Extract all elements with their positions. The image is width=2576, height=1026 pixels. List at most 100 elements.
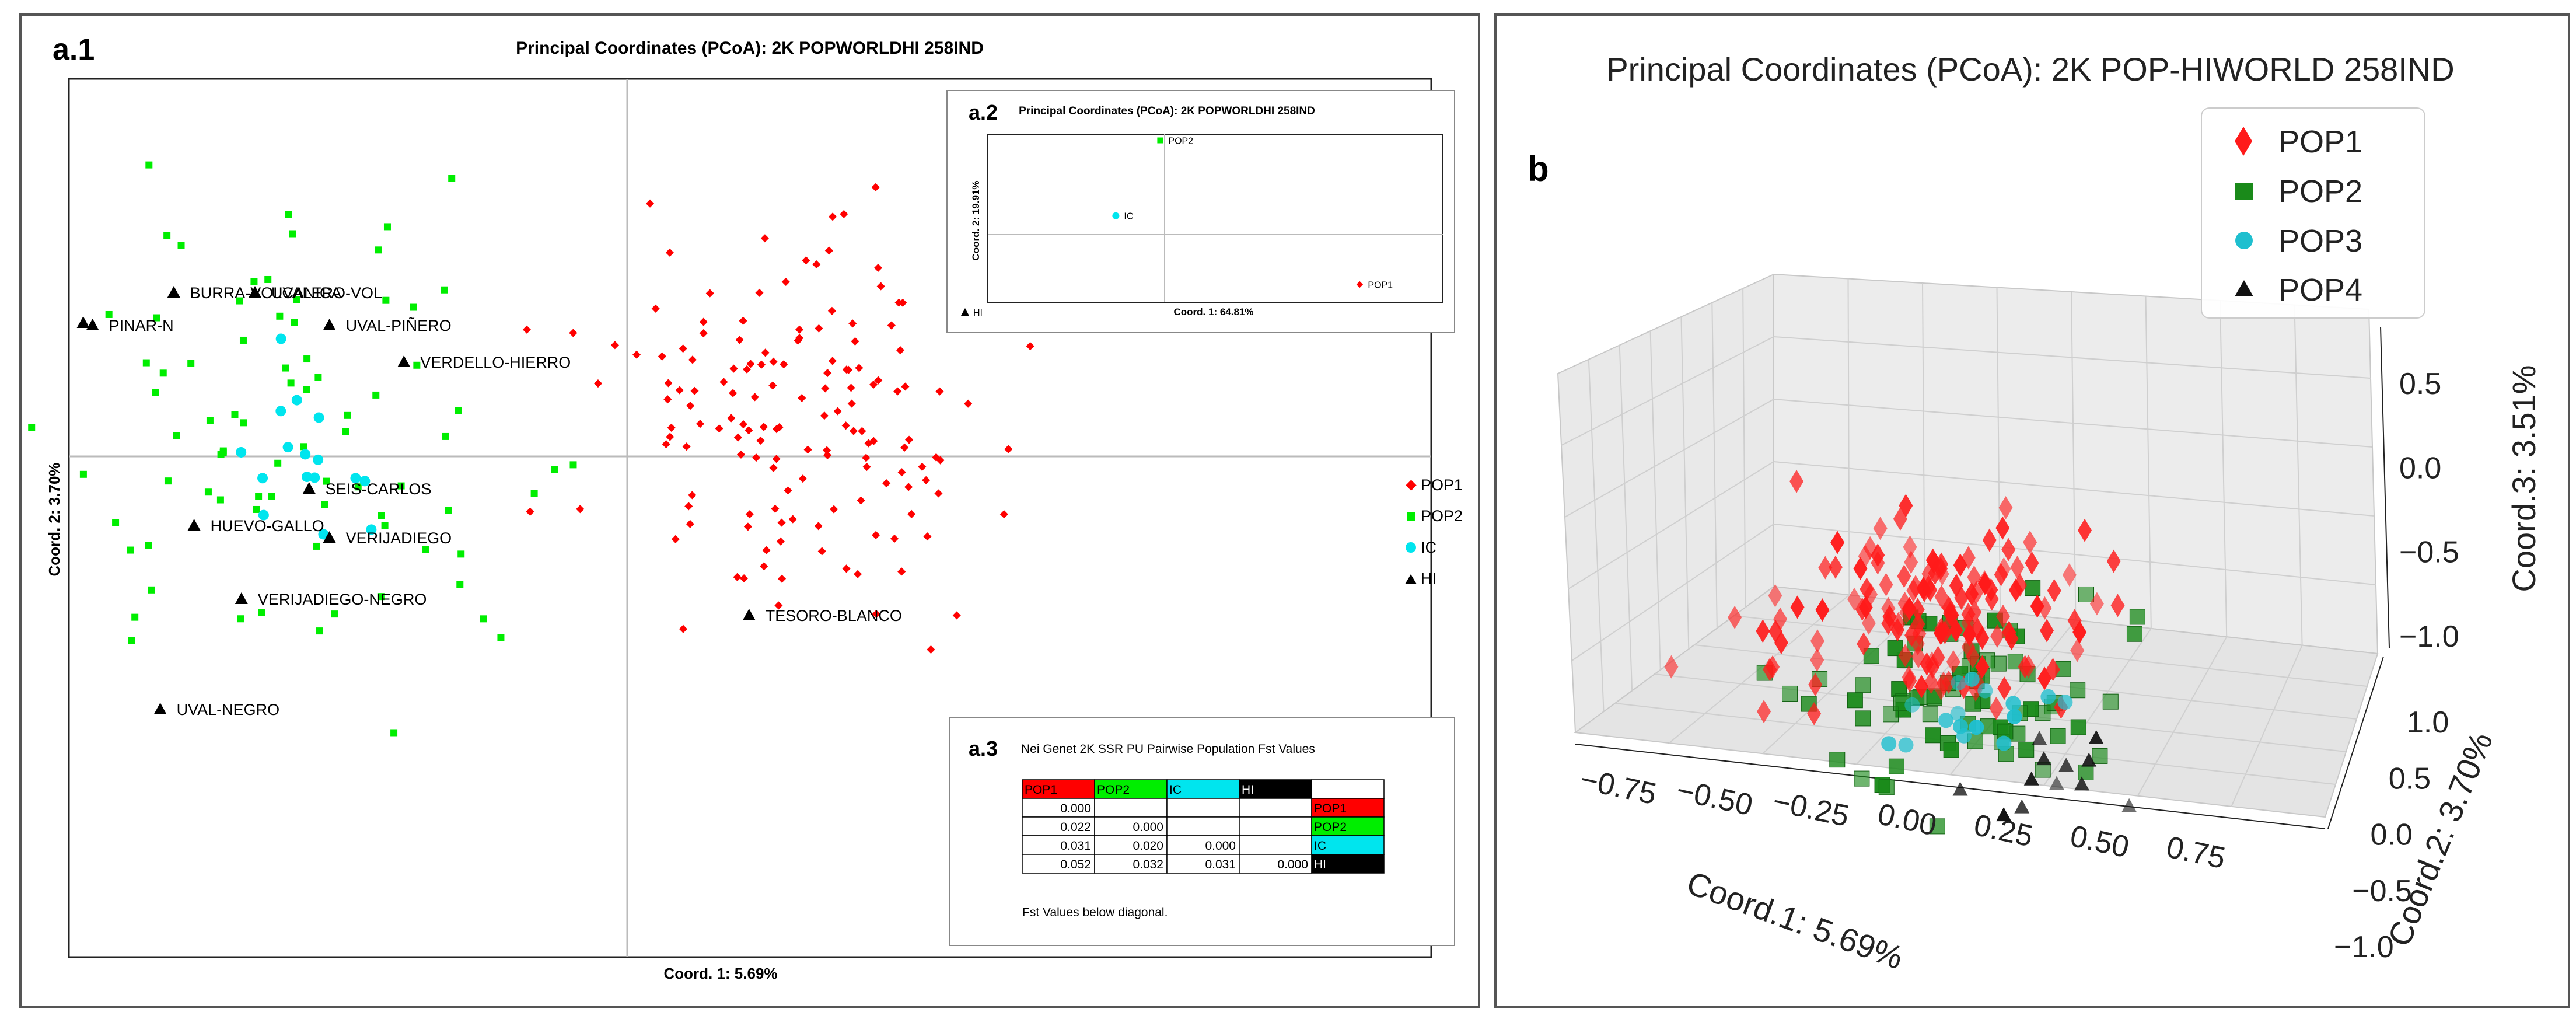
pop2-3d-point [2129,609,2145,625]
pop1-3d-point [1807,702,1822,725]
pop1-point [769,463,778,472]
plot-a1-legend: POP1 POP2 IC HI [1405,476,1463,587]
pop1-point [777,518,786,527]
fst-header-blank [1311,779,1385,799]
pop1-point [688,355,697,364]
panel-a3-label: a.3 [969,737,998,760]
pop1-3d-point [1808,672,1823,696]
fst-header-pop2-text: POP2 [1097,783,1130,797]
pop1-point [576,505,585,514]
legend-label-pop1: POP1 [1421,476,1463,494]
fst-table-body: 0.000 POP1 0.022 0.000 POP2 0.031 0.020 0.000 IC… [1022,798,1385,874]
fst-value: 0.032 [1133,858,1163,871]
pop1-point [761,348,770,357]
a2-point-label: HI [973,308,983,318]
pop1-point [927,645,935,654]
panel-b-label: b [1528,149,1549,189]
pop1-point [849,427,858,435]
pop1-point [871,183,880,191]
pop1-3d-point [1904,550,1918,574]
pop2-3d-point [1922,706,1938,723]
legend-b-marker-pop2 [2235,183,2253,200]
ic-point [275,333,286,344]
plot-a1-points [28,161,1034,737]
panel-a3: a.3 Nei Genet 2K SSR PU Pairwise Populat… [949,717,1455,946]
pop1-point [900,443,909,452]
hi-point-label: VERIJADIEGO-NEGRO [258,591,427,608]
pop1-point [828,212,837,221]
pop1-3d-point [1965,582,1979,606]
pop2-point [530,490,538,497]
fst-value: 0.000 [1205,839,1236,853]
pop2-point [316,627,323,635]
pop2-point [274,459,282,467]
fst-cell [1311,835,1385,855]
pop1-point [665,248,674,257]
pop1-3d-point [1925,548,1940,572]
pop2-point [142,359,150,367]
pop2-3d-point [2092,748,2108,764]
gridline [2071,291,2077,620]
fst-value: 0.031 [1060,839,1091,853]
pop1-3d-point [1921,575,1936,599]
y-tick-label: 0.0 [2371,818,2413,852]
pop2-point [378,512,385,519]
pop1-point [814,522,823,531]
pop1-point [752,453,761,462]
pop1-point [795,325,804,334]
pop3-3d-point [1950,706,1966,721]
gridline [2145,296,2152,629]
pop1-3d-point [1998,496,2013,520]
ic-point [236,446,247,458]
pop1-3d-point [1756,619,1770,643]
pop4-3d-point [2023,771,2039,786]
hi-point-label: UVALERO-VOL [271,284,382,302]
pop1-point [935,387,944,396]
pop1-point [769,357,778,366]
pop4-3d-point [2032,731,2047,745]
pop2-point [303,386,310,393]
plot-b-legend-box [2201,107,2425,319]
fst-value: 0.000 [1277,858,1308,871]
pop1-point [828,357,837,365]
fst-row-label: POP2 [1314,821,1347,834]
a2-point-label: POP2 [1168,137,1193,146]
fst-value: 0.022 [1060,821,1091,834]
fst-row-label: POP1 [1314,802,1347,815]
pop1-point [798,393,806,403]
gridline [1733,615,2368,687]
pop1-3d-point [1949,619,1963,643]
pop1-point [1004,445,1013,453]
hi-point-label: VERIJADIEGO [346,529,452,547]
z-axis-line [2380,326,2390,648]
pop2-3d-point [1782,685,1798,702]
pop1-point [802,256,810,265]
pop1-3d-point [1934,620,1949,644]
panel-b: Principal Coordinates (PCoA): 2K POP-HIW… [1494,13,2570,1008]
pop3-3d-point [1956,728,1972,744]
pop1-point [897,567,906,576]
plot-a2-points: POP2 IC POP1 HI [961,137,1393,318]
pop2-point [164,477,172,485]
pop1-point [682,442,691,451]
pop1-point [824,246,833,255]
pop1-point [686,402,695,410]
pop1-point [762,546,771,554]
pop1-3d-point [1815,598,1830,622]
panel-a3-title: Nei Genet 2K SSR PU Pairwise Population … [1021,742,1315,756]
pop2-point [300,443,307,451]
legend-b-label-pop1: POP1 [2278,124,2362,159]
pop1-point [918,462,927,471]
pop1-point [743,365,752,374]
ic-point [275,406,286,417]
pop2-point [173,432,180,439]
fst-row-label: HI [1314,858,1326,871]
legend-b-label-pop4: POP4 [2278,273,2362,308]
fst-cell [1166,798,1240,818]
gridline [1588,359,1605,712]
pop1-3d-point [1914,675,1929,699]
pop3-3d-point [1969,720,1984,735]
hi-point-label: PINAR-N [109,317,174,334]
